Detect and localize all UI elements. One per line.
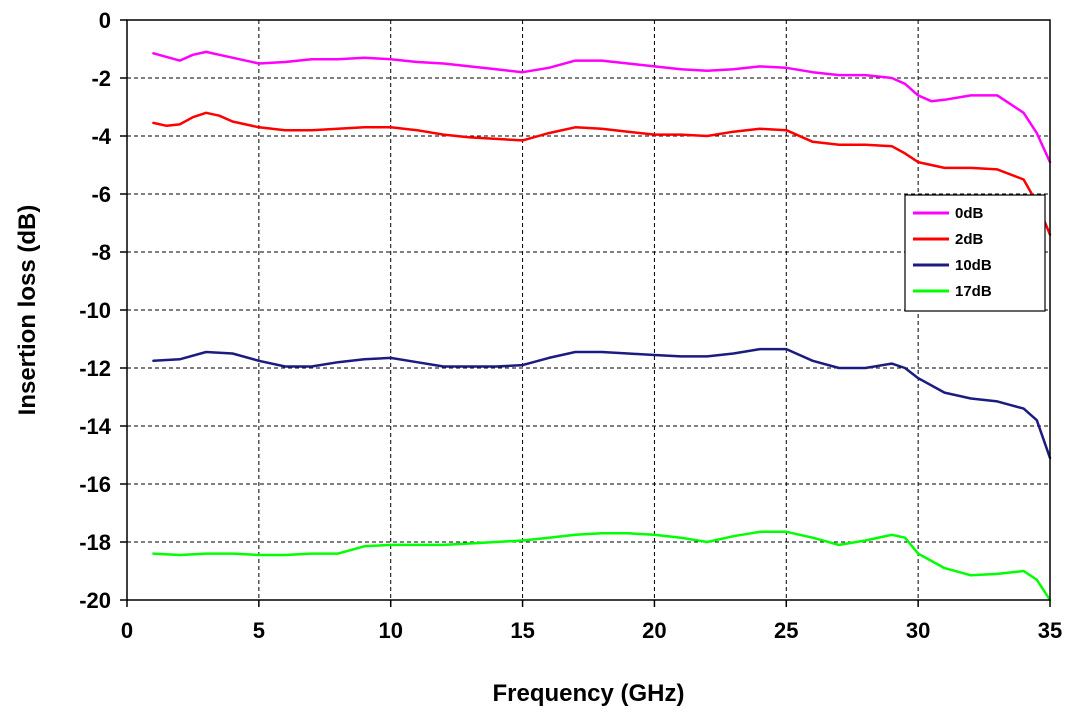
legend-label: 2dB — [955, 231, 984, 248]
x-tick-label: 5 — [253, 618, 265, 643]
legend: 0dB 2dB 10dB 17dB — [904, 194, 1046, 312]
y-tick-label: -12 — [79, 356, 111, 381]
y-tick-label: -4 — [91, 124, 111, 149]
axis-ticks: 0 5 10 15 20 25 30 35 0 -2 -4 -6 -8 -10 -12 -14 -16 -18 -2… — [79, 8, 1062, 643]
y-axis-label: Insertion loss (dB) — [14, 205, 41, 416]
y-tick-label: -6 — [91, 182, 111, 207]
y-tick-label: 0 — [99, 8, 111, 33]
x-tick-label: 0 — [121, 618, 133, 643]
series-line-2dB — [152, 111, 1052, 236]
legend-label: 10dB — [955, 257, 992, 274]
y-tick-label: -16 — [79, 472, 111, 497]
y-tick-label: -8 — [91, 240, 111, 265]
x-tick-label: 25 — [774, 618, 798, 643]
x-tick-label: 20 — [642, 618, 666, 643]
legend-label: 17dB — [955, 283, 992, 300]
y-tick-label: -14 — [79, 414, 112, 439]
legend-label: 0dB — [955, 205, 984, 222]
y-tick-label: -2 — [91, 66, 111, 91]
x-axis-label: Frequency (GHz) — [492, 680, 684, 707]
series-line-17dB — [152, 530, 1052, 602]
y-tick-label: -18 — [79, 530, 111, 555]
y-tick-label: -10 — [79, 298, 111, 323]
x-tick-label: 35 — [1038, 618, 1062, 643]
y-tick-label: -20 — [79, 588, 111, 613]
x-tick-label: 10 — [378, 618, 402, 643]
series-line-0dB — [152, 50, 1052, 164]
x-tick-label: 30 — [906, 618, 930, 643]
x-tick-label: 15 — [510, 618, 534, 643]
series-line-10dB — [152, 347, 1052, 460]
series-lines — [152, 50, 1052, 602]
